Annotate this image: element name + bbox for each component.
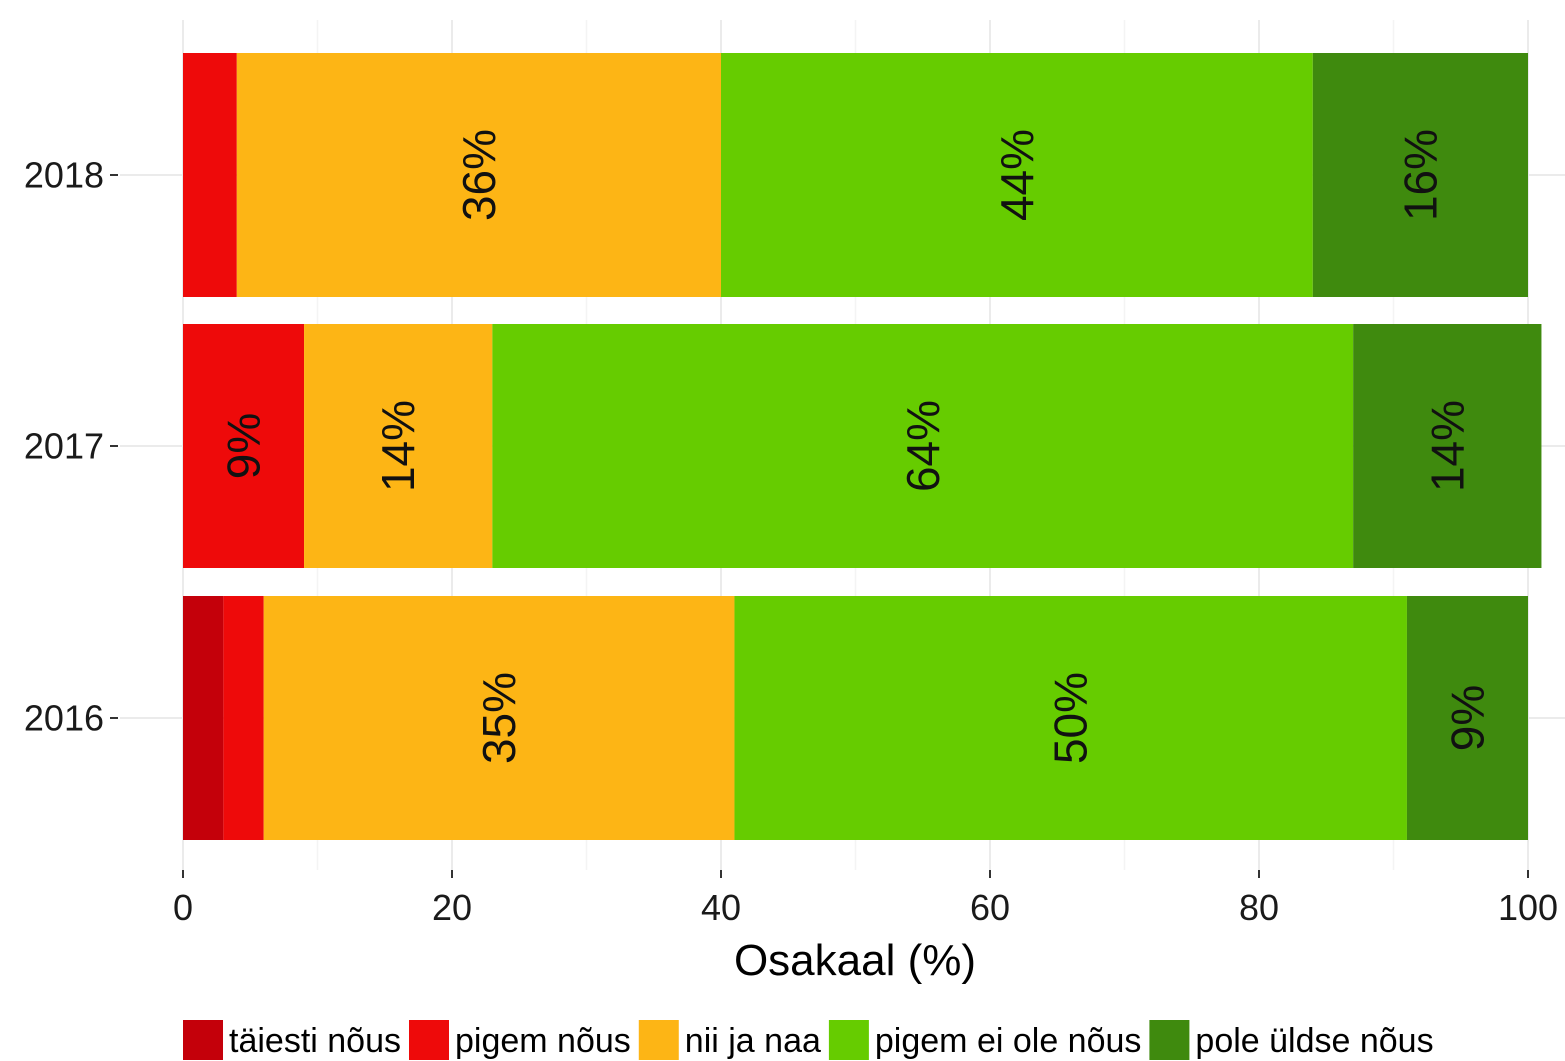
bar-segment <box>304 324 493 568</box>
segment-value-label: 14% <box>372 400 424 492</box>
x-tick-label: 20 <box>432 887 472 928</box>
x-axis: 0 20 40 60 80 100 <box>173 870 1558 928</box>
x-tick-label: 40 <box>701 887 741 928</box>
segment-labels: 36% 44% 16% 9% 14% 64% 14% 35% 50% 9% <box>218 129 1494 764</box>
segment-value-label: 50% <box>1045 672 1097 764</box>
legend-swatch <box>638 1020 679 1060</box>
x-tick-label: 100 <box>1498 887 1558 928</box>
legend-swatch <box>828 1020 869 1060</box>
segment-value-label: 9% <box>218 413 270 479</box>
legend: täiesti nõus pigem nõus nii ja naa pigem ei… <box>183 1020 1434 1060</box>
segment-value-label: 44% <box>991 129 1043 221</box>
legend-label: pigem nõus <box>455 1022 631 1060</box>
segment-value-label: 35% <box>473 672 525 764</box>
bar-segment <box>492 324 1354 568</box>
x-tick-label: 60 <box>970 887 1010 928</box>
x-tick-label: 80 <box>1239 887 1279 928</box>
legend-swatch <box>1149 1020 1190 1060</box>
legend-label: nii ja naa <box>685 1022 821 1060</box>
x-tick-label: 0 <box>173 887 193 928</box>
y-tick-label: 2018 <box>24 155 104 196</box>
segment-value-label: 36% <box>453 129 505 221</box>
segment-value-label: 16% <box>1394 129 1446 221</box>
y-tick-label: 2016 <box>24 698 104 739</box>
segment-value-label: 64% <box>897 400 949 492</box>
legend-label: pigem ei ole nõus <box>875 1022 1142 1060</box>
legend-label: täiesti nõus <box>229 1022 401 1060</box>
bar-segment <box>1353 324 1542 568</box>
bar-segment <box>183 53 237 297</box>
x-axis-title: Osakaal (%) <box>734 936 976 985</box>
bar-segment <box>223 596 264 840</box>
segment-value-label: 14% <box>1421 400 1473 492</box>
legend-swatch <box>409 1020 449 1060</box>
legend-label: pole üldse nõus <box>1195 1022 1433 1060</box>
segment-value-label: 9% <box>1441 685 1493 751</box>
bars <box>183 53 1542 840</box>
bar-segment <box>183 596 224 840</box>
bar-segment <box>1312 53 1528 297</box>
bar-segment <box>236 53 722 297</box>
bar-segment <box>721 53 1313 297</box>
bar-segment <box>734 596 1407 840</box>
y-tick-label: 2017 <box>24 426 104 467</box>
bar-segment <box>183 324 305 568</box>
bar-segment <box>263 596 735 840</box>
y-axis: 2018 2017 2016 <box>24 155 118 739</box>
legend-swatch <box>183 1020 223 1060</box>
bar-segment <box>1406 596 1528 840</box>
